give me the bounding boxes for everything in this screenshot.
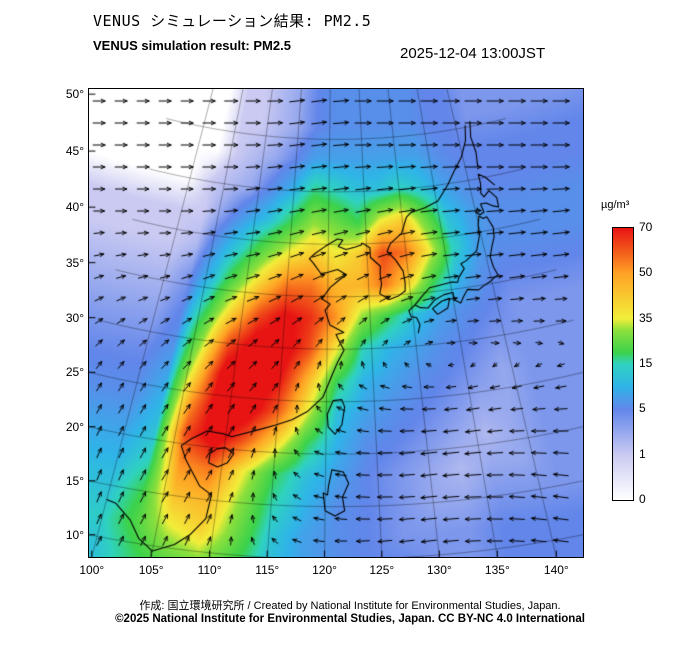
lat-tick-label: 50°	[65, 87, 84, 102]
lat-tick-label: 30°	[65, 310, 84, 325]
lat-tick-label: 15°	[65, 473, 84, 488]
lat-tick-label: 20°	[65, 419, 84, 434]
colorbar-tick-label: 35	[639, 310, 653, 325]
copyright-line: ©2025 National Institute for Environment…	[115, 613, 585, 625]
colorbar-tick-label: 1	[639, 446, 646, 461]
colorbar-tick-label: 5	[639, 401, 646, 416]
lon-tick-label: 100°	[79, 563, 105, 577]
colorbar-tick-label: 0	[639, 492, 646, 506]
lon-tick-label: 125°	[369, 563, 395, 577]
credit-line: 作成: 国立環境研究所 / Created by National Instit…	[139, 600, 561, 612]
colorbar-unit-label: µg/m³	[601, 199, 630, 211]
lat-tick-label: 40°	[65, 200, 84, 215]
lat-tick-label: 45°	[65, 144, 84, 159]
lon-tick-label: 115°	[255, 563, 280, 577]
colorbar	[612, 227, 634, 501]
lat-tick-label: 35°	[65, 255, 84, 270]
pm25-map-canvas	[89, 89, 583, 557]
page-title-japanese: VENUS シミュレーション結果: PM2.5	[93, 12, 372, 30]
lon-tick-label: 140°	[543, 563, 569, 577]
lon-tick-label: 130°	[426, 563, 452, 577]
colorbar-tick-label: 70	[639, 220, 653, 234]
forecast-timestamp: 2025-12-04 13:00JST	[400, 45, 546, 62]
lon-tick-label: 120°	[312, 563, 337, 577]
lon-tick-label: 105°	[138, 563, 164, 577]
colorbar-tick-label: 50	[639, 265, 653, 280]
lon-tick-label: 135°	[484, 563, 510, 577]
lat-tick-label: 25°	[65, 365, 84, 380]
page-title-english: VENUS simulation result: PM2.5	[93, 38, 291, 53]
colorbar-tick-label: 15	[639, 356, 653, 370]
map-frame	[88, 88, 584, 558]
lat-tick-label: 10°	[65, 527, 84, 542]
lon-tick-label: 110°	[197, 563, 222, 577]
